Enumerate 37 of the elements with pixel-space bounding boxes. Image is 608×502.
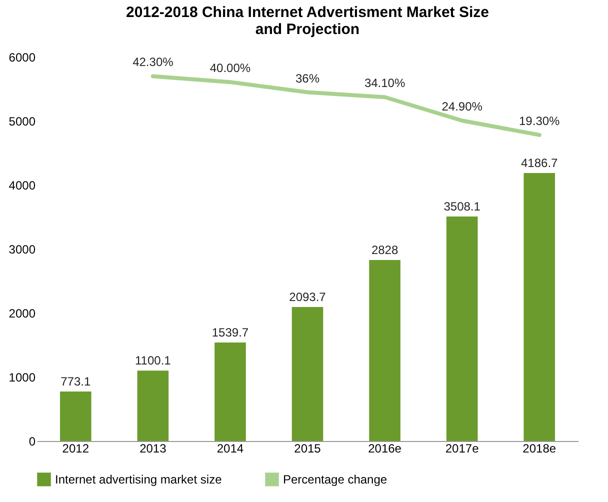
y-tick-label: 4000 <box>8 178 36 192</box>
y-tick-label: 5000 <box>8 114 36 128</box>
x-tick-label: 2013 <box>140 442 167 456</box>
x-tick-label: 2016e <box>368 442 402 456</box>
y-tick-label: 6000 <box>8 50 36 64</box>
data-label: 3508.1 <box>444 199 481 214</box>
x-tick-label: 2018e <box>522 442 556 456</box>
y-tick-label: 1000 <box>8 370 36 384</box>
bar <box>214 342 246 441</box>
data-label: 24.90% <box>442 100 483 114</box>
y-tick-label: 0 <box>28 434 36 448</box>
y-tick-label: 3000 <box>8 242 36 256</box>
bar <box>292 307 324 441</box>
x-tick-label: 2012 <box>62 442 90 456</box>
data-label: 1100.1 <box>135 354 172 368</box>
x-tick-label: 2014 <box>216 442 244 456</box>
bar <box>60 392 92 441</box>
x-tick-label: 2015 <box>294 442 322 456</box>
data-label: 773.1 <box>60 374 91 389</box>
data-label: 2093.7 <box>289 290 326 304</box>
bar <box>524 173 556 441</box>
data-label: 19.30% <box>519 114 560 128</box>
bar <box>446 216 478 441</box>
legend-label: Internet advertising market size <box>55 472 222 486</box>
bar <box>369 260 400 441</box>
data-label: 42.30% <box>132 55 174 70</box>
y-tick-label: 2000 <box>8 306 36 320</box>
data-label: 40.00% <box>210 61 251 76</box>
data-label: 34.10% <box>364 76 406 90</box>
data-label: 36% <box>295 71 320 86</box>
bar <box>137 370 169 441</box>
legend-label: Percentage change <box>283 472 388 486</box>
data-label: 1539.7 <box>212 325 249 340</box>
x-tick-label: 2017e <box>445 442 480 456</box>
data-label: 4186.7 <box>521 156 558 170</box>
chart-title: 2012-2018 China Internet Advertisment Market Size and Projection <box>126 4 489 38</box>
data-label: 2828 <box>371 243 398 258</box>
